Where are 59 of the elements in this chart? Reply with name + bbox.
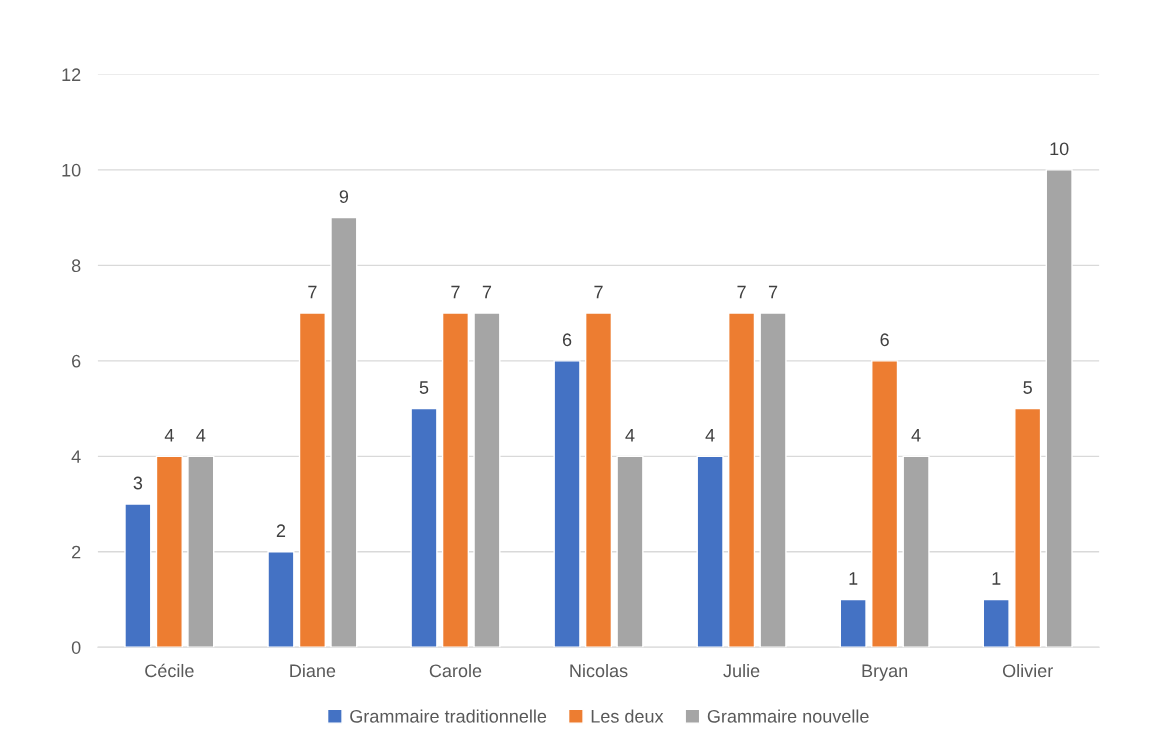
bar	[267, 551, 295, 648]
data-label: 5	[1023, 381, 1032, 394]
bar	[298, 312, 326, 648]
legend-label: Les deux	[591, 709, 664, 723]
bar	[553, 360, 581, 648]
x-tick-label: Bryan	[862, 664, 908, 681]
x-tick-label: Diane	[290, 663, 336, 678]
bar	[1045, 169, 1073, 648]
data-label: 7	[594, 285, 603, 299]
y-tick-label: 4	[71, 450, 81, 463]
data-label: 9	[339, 190, 349, 203]
data-label: 7	[308, 285, 317, 299]
y-tick-label: 2	[72, 545, 81, 559]
bar	[696, 455, 724, 648]
data-label: 1	[849, 572, 858, 585]
bar	[473, 312, 501, 648]
bar	[982, 598, 1010, 648]
data-label: 7	[451, 285, 460, 299]
data-label: 4	[625, 429, 635, 442]
data-label: 7	[737, 285, 746, 299]
bar	[1014, 407, 1042, 648]
bar	[728, 312, 756, 648]
y-tick-label: 8	[71, 259, 81, 273]
y-tick-label: 12	[62, 68, 81, 81]
legend-label: Grammaire nouvelle	[707, 709, 869, 723]
data-label: 4	[196, 429, 206, 442]
data-label: 7	[768, 285, 778, 299]
data-label: 6	[562, 333, 572, 347]
bar	[410, 407, 438, 648]
data-label: 5	[419, 381, 429, 394]
x-tick-label: Nicolas	[570, 663, 628, 678]
data-label: 6	[880, 333, 889, 347]
x-tick-label: Olivier	[1002, 663, 1053, 678]
legend-label: Grammaire traditionnelle	[350, 709, 547, 723]
data-label: 7	[482, 285, 492, 299]
y-tick-label: 10	[62, 163, 81, 177]
bar	[155, 455, 183, 648]
data-label: 4	[164, 429, 174, 442]
data-label: 3	[133, 476, 143, 490]
x-tick-label: Carole	[429, 663, 482, 678]
bar	[902, 455, 930, 648]
bar	[441, 312, 470, 648]
y-tick-label: 6	[72, 354, 81, 368]
bar	[124, 503, 152, 648]
bar	[839, 598, 867, 648]
bar	[616, 455, 644, 648]
bar	[759, 312, 787, 648]
x-tick-label: Julie	[723, 663, 760, 678]
data-label: 4	[705, 429, 715, 442]
bar	[330, 216, 358, 648]
data-label: 2	[276, 524, 286, 537]
y-tick-label: 0	[71, 641, 81, 654]
data-label: 4	[911, 429, 921, 442]
data-label: 10	[1050, 142, 1069, 156]
data-label: 1	[992, 572, 1001, 585]
bar	[871, 360, 899, 648]
bar	[187, 455, 215, 648]
x-tick-label: Cécile	[145, 663, 194, 678]
bar	[584, 312, 613, 648]
